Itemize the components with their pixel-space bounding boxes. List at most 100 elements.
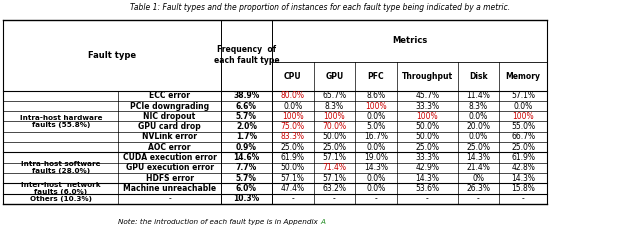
Text: 61.9%: 61.9% — [281, 153, 305, 162]
Text: NVLink error: NVLink error — [142, 132, 197, 141]
Text: HDFS error: HDFS error — [146, 174, 194, 183]
Text: 19.0%: 19.0% — [364, 153, 388, 162]
Text: 42.9%: 42.9% — [415, 163, 439, 172]
Text: 50.0%: 50.0% — [415, 122, 439, 131]
Text: 100%: 100% — [417, 112, 438, 121]
Text: 57.1%: 57.1% — [281, 174, 305, 183]
Text: 5.7%: 5.7% — [236, 174, 257, 183]
Text: -: - — [168, 194, 171, 203]
Text: 0.0%: 0.0% — [366, 174, 386, 183]
Text: 10.3%: 10.3% — [233, 194, 260, 203]
Text: CPU: CPU — [284, 72, 301, 81]
Text: 75.0%: 75.0% — [281, 122, 305, 131]
Text: GPU: GPU — [325, 72, 344, 81]
Text: 71.4%: 71.4% — [323, 163, 346, 172]
Text: AOC error: AOC error — [148, 143, 191, 152]
Text: Memory: Memory — [506, 72, 541, 81]
Text: A: A — [320, 219, 325, 225]
Text: 70.0%: 70.0% — [323, 122, 346, 131]
Text: Fault type: Fault type — [88, 51, 136, 60]
Text: 57.1%: 57.1% — [511, 91, 535, 100]
Text: 57.1%: 57.1% — [323, 174, 346, 183]
Text: 0%: 0% — [472, 174, 484, 183]
Text: 0.0%: 0.0% — [366, 184, 386, 193]
Text: PFC: PFC — [368, 72, 384, 81]
Text: 8.3%: 8.3% — [469, 101, 488, 110]
Text: 25.0%: 25.0% — [511, 143, 535, 152]
Text: 14.3%: 14.3% — [415, 174, 439, 183]
Text: 20.0%: 20.0% — [467, 122, 490, 131]
Text: 100%: 100% — [513, 112, 534, 121]
Text: -: - — [333, 194, 336, 203]
Text: 14.3%: 14.3% — [364, 163, 388, 172]
Text: 6.0%: 6.0% — [236, 184, 257, 193]
Text: 100%: 100% — [324, 112, 345, 121]
Text: 26.3%: 26.3% — [467, 184, 490, 193]
Text: -: - — [426, 194, 429, 203]
Text: 25.0%: 25.0% — [281, 143, 305, 152]
Text: 50.0%: 50.0% — [281, 163, 305, 172]
Text: 5.7%: 5.7% — [236, 112, 257, 121]
Text: 0.0%: 0.0% — [366, 143, 386, 152]
Text: Frequency  of
each fault type: Frequency of each fault type — [214, 45, 279, 65]
Text: 11.4%: 11.4% — [467, 91, 490, 100]
Text: 0.0%: 0.0% — [468, 112, 488, 121]
Text: 0.0%: 0.0% — [283, 101, 303, 110]
Text: 6.6%: 6.6% — [236, 101, 257, 110]
Text: 50.0%: 50.0% — [323, 132, 346, 141]
Text: -: - — [374, 194, 378, 203]
Text: 65.7%: 65.7% — [323, 91, 346, 100]
Text: Table 1: Fault types and the proportion of instances for each fault type being i: Table 1: Fault types and the proportion … — [130, 3, 510, 12]
Text: 66.7%: 66.7% — [511, 132, 535, 141]
Text: -: - — [291, 194, 294, 203]
Text: Others (10.3%): Others (10.3%) — [30, 196, 92, 202]
Text: 16.7%: 16.7% — [364, 132, 388, 141]
Text: 100%: 100% — [365, 101, 387, 110]
Text: 50.0%: 50.0% — [415, 132, 439, 141]
Text: 80.0%: 80.0% — [281, 91, 305, 100]
Text: 25.0%: 25.0% — [323, 143, 346, 152]
Text: 5.0%: 5.0% — [366, 122, 386, 131]
Text: 14.6%: 14.6% — [233, 153, 260, 162]
Text: 2.0%: 2.0% — [236, 122, 257, 131]
Text: 100%: 100% — [282, 112, 303, 121]
Text: 0.0%: 0.0% — [513, 101, 533, 110]
Text: CUDA execution error: CUDA execution error — [123, 153, 216, 162]
Text: 8.6%: 8.6% — [367, 91, 385, 100]
Text: 83.3%: 83.3% — [281, 132, 305, 141]
Text: ECC error: ECC error — [149, 91, 190, 100]
Text: 0.0%: 0.0% — [468, 132, 488, 141]
Text: 38.9%: 38.9% — [233, 91, 260, 100]
Text: 0.0%: 0.0% — [366, 112, 386, 121]
Text: Throughput: Throughput — [402, 72, 452, 81]
Text: -: - — [522, 194, 525, 203]
Text: 45.7%: 45.7% — [415, 91, 439, 100]
Text: 55.0%: 55.0% — [511, 122, 535, 131]
Text: 7.7%: 7.7% — [236, 163, 257, 172]
Text: Intra-host software
faults (28.0%): Intra-host software faults (28.0%) — [21, 161, 100, 174]
Text: Intra-host hardware
faults (55.8%): Intra-host hardware faults (55.8%) — [20, 115, 102, 128]
Text: 42.8%: 42.8% — [511, 163, 535, 172]
Text: 33.3%: 33.3% — [415, 101, 439, 110]
Text: PCIe downgrading: PCIe downgrading — [130, 101, 209, 110]
Text: 14.3%: 14.3% — [467, 153, 490, 162]
Text: NIC dropout: NIC dropout — [143, 112, 196, 121]
Text: Disk: Disk — [469, 72, 488, 81]
Text: 25.0%: 25.0% — [467, 143, 490, 152]
Text: 21.4%: 21.4% — [467, 163, 490, 172]
Text: Metrics: Metrics — [392, 36, 428, 45]
Text: 25.0%: 25.0% — [415, 143, 439, 152]
Text: 14.3%: 14.3% — [511, 174, 535, 183]
Text: 8.3%: 8.3% — [325, 101, 344, 110]
Text: 61.9%: 61.9% — [511, 153, 535, 162]
Text: Note: the introduction of each fault type is in Appendix: Note: the introduction of each fault typ… — [118, 219, 320, 225]
Text: Inter-host  network
faults (6.0%): Inter-host network faults (6.0%) — [21, 182, 100, 195]
Text: 33.3%: 33.3% — [415, 153, 439, 162]
Text: 0.9%: 0.9% — [236, 143, 257, 152]
Text: 1.7%: 1.7% — [236, 132, 257, 141]
Text: GPU execution error: GPU execution error — [125, 163, 214, 172]
Text: GPU card drop: GPU card drop — [138, 122, 201, 131]
Text: 63.2%: 63.2% — [323, 184, 346, 193]
Text: 57.1%: 57.1% — [323, 153, 346, 162]
Text: 47.4%: 47.4% — [281, 184, 305, 193]
